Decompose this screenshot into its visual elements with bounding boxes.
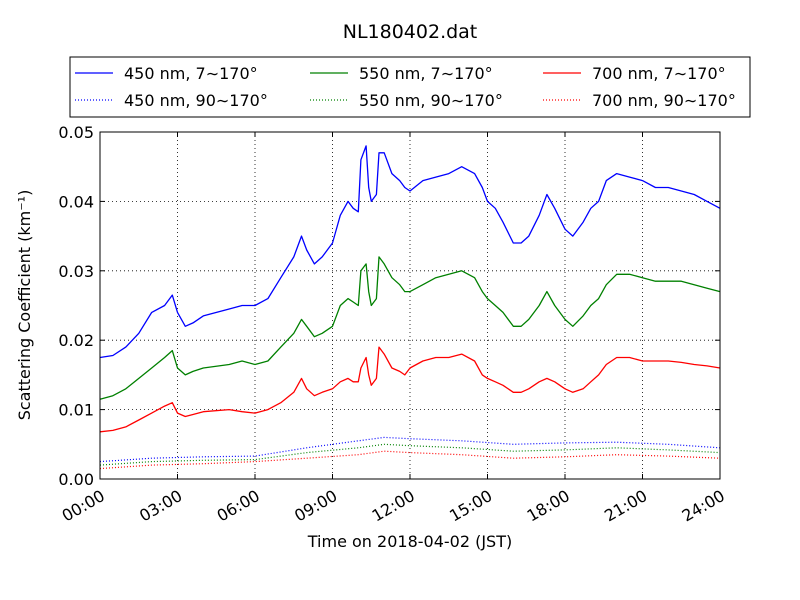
y-tick-label: 0.01	[58, 401, 94, 420]
y-axis-label: Scattering Coefficient (km⁻¹)	[15, 190, 34, 421]
y-tick-label: 0.03	[58, 262, 94, 281]
chart-title: NL180402.dat	[343, 21, 478, 43]
x-axis-label: Time on 2018-04-02 (JST)	[307, 532, 512, 551]
y-tick-label: 0.04	[58, 192, 94, 211]
series-line-5	[99, 450, 721, 470]
y-axis: 0.00 0.01 0.02 0.03 0.04 0.05	[58, 123, 720, 489]
series-line-2	[99, 256, 721, 400]
legend-label: 550 nm, 90∼170°	[359, 91, 503, 110]
series-layer	[99, 145, 721, 470]
legend-label: 550 nm, 7∼170°	[359, 64, 493, 83]
series-line-0	[99, 145, 721, 359]
legend-label: 700 nm, 7∼170°	[592, 64, 726, 83]
legend-label: 450 nm, 7∼170°	[124, 64, 258, 83]
legend-box	[69, 56, 751, 118]
grid	[100, 132, 720, 479]
y-tick-label: 0.05	[58, 123, 94, 142]
series-line-4	[99, 346, 721, 433]
legend-label: 450 nm, 90∼170°	[124, 91, 268, 110]
legend: 450 nm, 7∼170° 450 nm, 90∼170° 550 nm, 7∼1…	[69, 56, 751, 118]
y-tick-label: 0.00	[58, 470, 94, 489]
legend-label: 700 nm, 90∼170°	[592, 91, 736, 110]
y-tick-label: 0.02	[58, 331, 94, 350]
